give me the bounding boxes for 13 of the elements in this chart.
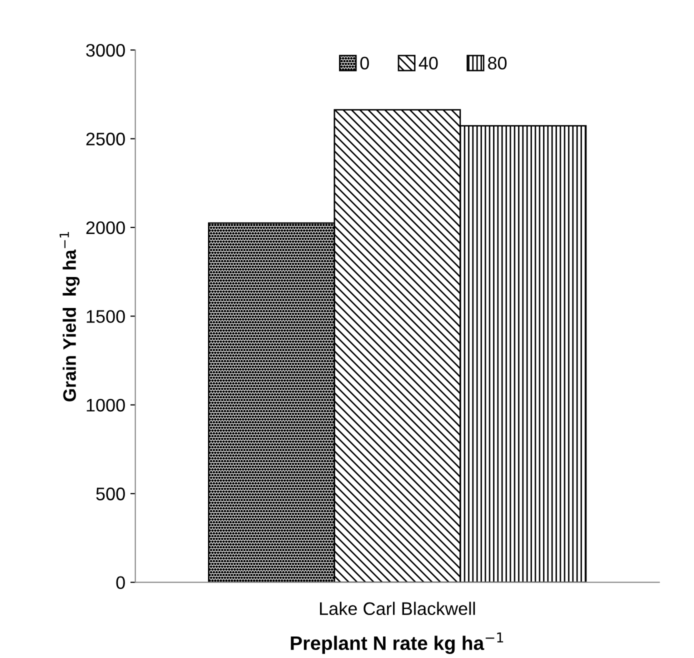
y-tick-label: 2500	[86, 132, 125, 146]
legend-label: 40	[418, 56, 438, 70]
legend-label: 0	[360, 56, 369, 70]
y-tick-label: 0	[116, 576, 125, 590]
legend-label: 80	[488, 56, 507, 70]
y-tick-label: 1500	[86, 310, 125, 323]
y-tick-label: 2000	[86, 221, 125, 234]
y-axis-title: Grain Yield kg ha$^{−1}$	[60, 232, 80, 402]
y-tick-label: 1000	[86, 398, 125, 412]
y-tick-label: 3000	[86, 44, 125, 57]
x-axis-title: Preplant N rate kg ha$^{−1}$	[290, 632, 504, 654]
y-tick-label: 500	[96, 488, 125, 500]
x-tick-label: Lake Carl Blackwell	[320, 602, 475, 616]
